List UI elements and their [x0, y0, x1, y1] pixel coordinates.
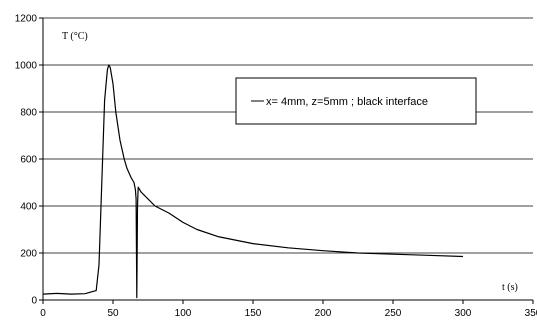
y-tick-label-3: 600 — [20, 155, 37, 166]
x-tick-label-2: 100 — [175, 308, 192, 319]
x-axis-label: t (s) — [502, 282, 518, 293]
y-tick-label-1: 200 — [20, 249, 37, 260]
y-tick-label-6: 1200 — [15, 14, 38, 25]
y-tick-label-2: 400 — [20, 202, 37, 213]
x-tick-label-5: 250 — [385, 308, 402, 319]
x-tick-label-4: 200 — [315, 308, 332, 319]
legend: x= 4mm, z=5mm ; black interface — [235, 77, 477, 125]
y-tick-label-0: 0 — [31, 296, 37, 307]
x-tick-labels: 0 50 100 150 200 250 300 350 — [40, 300, 537, 319]
x-tick-label-3: 150 — [245, 308, 262, 319]
y-axis-label: T (°C) — [62, 31, 88, 42]
x-tick-label-7: 350 — [525, 308, 537, 319]
x-tick-label-1: 50 — [107, 308, 119, 319]
series-line-0 — [42, 64, 464, 299]
x-tick-label-6: 300 — [455, 308, 472, 319]
gridlines — [43, 17, 533, 254]
y-tick-label-4: 800 — [20, 108, 37, 119]
x-tick-label-0: 0 — [40, 308, 46, 319]
legend-entry: x= 4mm, z=5mm ; black interface — [266, 96, 428, 108]
legend-box — [235, 77, 477, 125]
y-tick-labels: 0 200 400 600 800 1000 1200 — [15, 14, 43, 307]
y-tick-label-5: 1000 — [15, 61, 38, 72]
series-group — [42, 64, 464, 299]
